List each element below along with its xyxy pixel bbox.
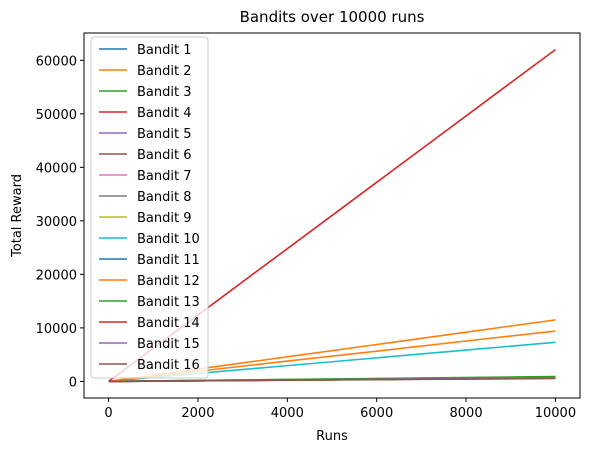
y-tick-label: 10000: [36, 322, 77, 337]
y-axis-label: Total Reward: [10, 174, 25, 258]
legend-entry-label: Bandit 6: [137, 148, 192, 163]
legend-entry-label: Bandit 3: [137, 85, 192, 100]
x-tick-label: 6000: [360, 406, 393, 421]
legend-entry-label: Bandit 15: [137, 337, 200, 352]
x-tick-label: 8000: [450, 406, 483, 421]
legend-entry-label: Bandit 12: [137, 274, 200, 289]
legend-entry-label: Bandit 11: [137, 253, 200, 268]
chart-title: Bandits over 10000 runs: [240, 8, 425, 26]
axis-ticks: 0 2000 4000 6000 8000 10000 0 10000 20000 30000 40…: [36, 54, 576, 421]
legend: Bandit 1 Bandit 2 Bandit 3 Bandit 4 Bandit 5…: [90, 36, 209, 379]
y-tick-label: 0: [69, 375, 77, 390]
legend-entry-label: Bandit 7: [137, 169, 192, 184]
legend-entry-label: Bandit 1: [137, 43, 192, 58]
x-tick-label: 4000: [271, 406, 304, 421]
y-tick-label: 30000: [36, 215, 77, 230]
legend-entry-label: Bandit 5: [137, 127, 192, 142]
legend-entry-label: Bandit 4: [137, 106, 192, 121]
legend-entry-label: Bandit 13: [137, 295, 200, 310]
legend-entry-label: Bandit 14: [137, 316, 200, 331]
x-tick-label: 10000: [535, 406, 576, 421]
series-line-bandit-16: [108, 377, 556, 383]
axes-frame: [83, 32, 581, 399]
legend-entry-label: Bandit 2: [137, 64, 192, 79]
legend-entry-label: Bandit 8: [137, 190, 192, 205]
legend-entry-label: Bandit 16: [137, 358, 200, 373]
y-tick-label: 40000: [36, 161, 77, 176]
y-tick-label: 20000: [36, 268, 77, 283]
legend-entry-label: Bandit 9: [137, 211, 192, 226]
y-tick-label: 60000: [36, 54, 77, 69]
legend-box: [90, 36, 209, 379]
x-tick-label: 0: [104, 406, 112, 421]
legend-entry-label: Bandit 10: [137, 232, 200, 247]
x-axis-label: Runs: [316, 429, 348, 444]
y-tick-label: 50000: [36, 108, 77, 123]
x-tick-label: 2000: [181, 406, 214, 421]
